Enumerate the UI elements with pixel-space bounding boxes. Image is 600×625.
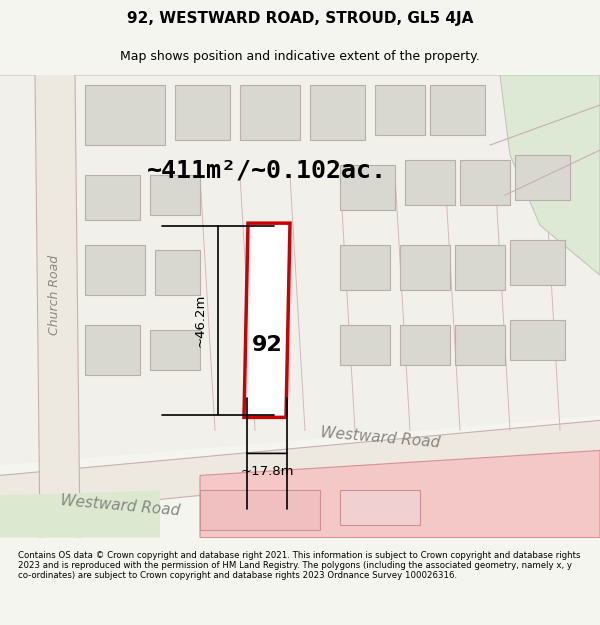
Bar (515, 155, 570, 200)
Polygon shape (0, 421, 600, 516)
Bar (85, 325, 140, 376)
Text: ~411m²/~0.102ac.: ~411m²/~0.102ac. (147, 158, 387, 182)
Text: Church Road: Church Road (49, 255, 62, 335)
Bar (240, 85, 300, 140)
Polygon shape (244, 223, 290, 418)
Text: ~46.2m: ~46.2m (193, 294, 206, 347)
Bar (310, 85, 365, 140)
Polygon shape (0, 75, 600, 466)
Bar (155, 250, 200, 295)
Polygon shape (500, 75, 600, 275)
Bar (430, 85, 485, 135)
Bar (200, 491, 320, 531)
Text: 92: 92 (251, 335, 283, 355)
Bar (85, 85, 165, 145)
Text: Contains OS data © Crown copyright and database right 2021. This information is : Contains OS data © Crown copyright and d… (18, 551, 581, 581)
Bar (400, 245, 450, 290)
Bar (85, 175, 140, 220)
Bar (460, 160, 510, 205)
Bar (340, 165, 395, 210)
Bar (175, 85, 230, 140)
Bar (340, 325, 390, 366)
Bar (455, 245, 505, 290)
Text: Map shows position and indicative extent of the property.: Map shows position and indicative extent… (120, 50, 480, 62)
Bar (150, 175, 200, 215)
Text: ~17.8m: ~17.8m (240, 465, 294, 478)
Bar (340, 491, 420, 526)
Text: Westward Road: Westward Road (320, 424, 440, 450)
Polygon shape (0, 491, 160, 538)
Bar (455, 325, 505, 366)
Bar (85, 245, 145, 295)
Polygon shape (200, 451, 600, 538)
Bar (510, 240, 565, 285)
Bar (405, 160, 455, 205)
Text: 92, WESTWARD ROAD, STROUD, GL5 4JA: 92, WESTWARD ROAD, STROUD, GL5 4JA (127, 11, 473, 26)
Bar (400, 325, 450, 366)
Bar (340, 245, 390, 290)
Text: Westward Road: Westward Road (59, 492, 181, 518)
Bar (375, 85, 425, 135)
Bar (510, 320, 565, 360)
Polygon shape (35, 75, 80, 538)
Bar (150, 330, 200, 371)
